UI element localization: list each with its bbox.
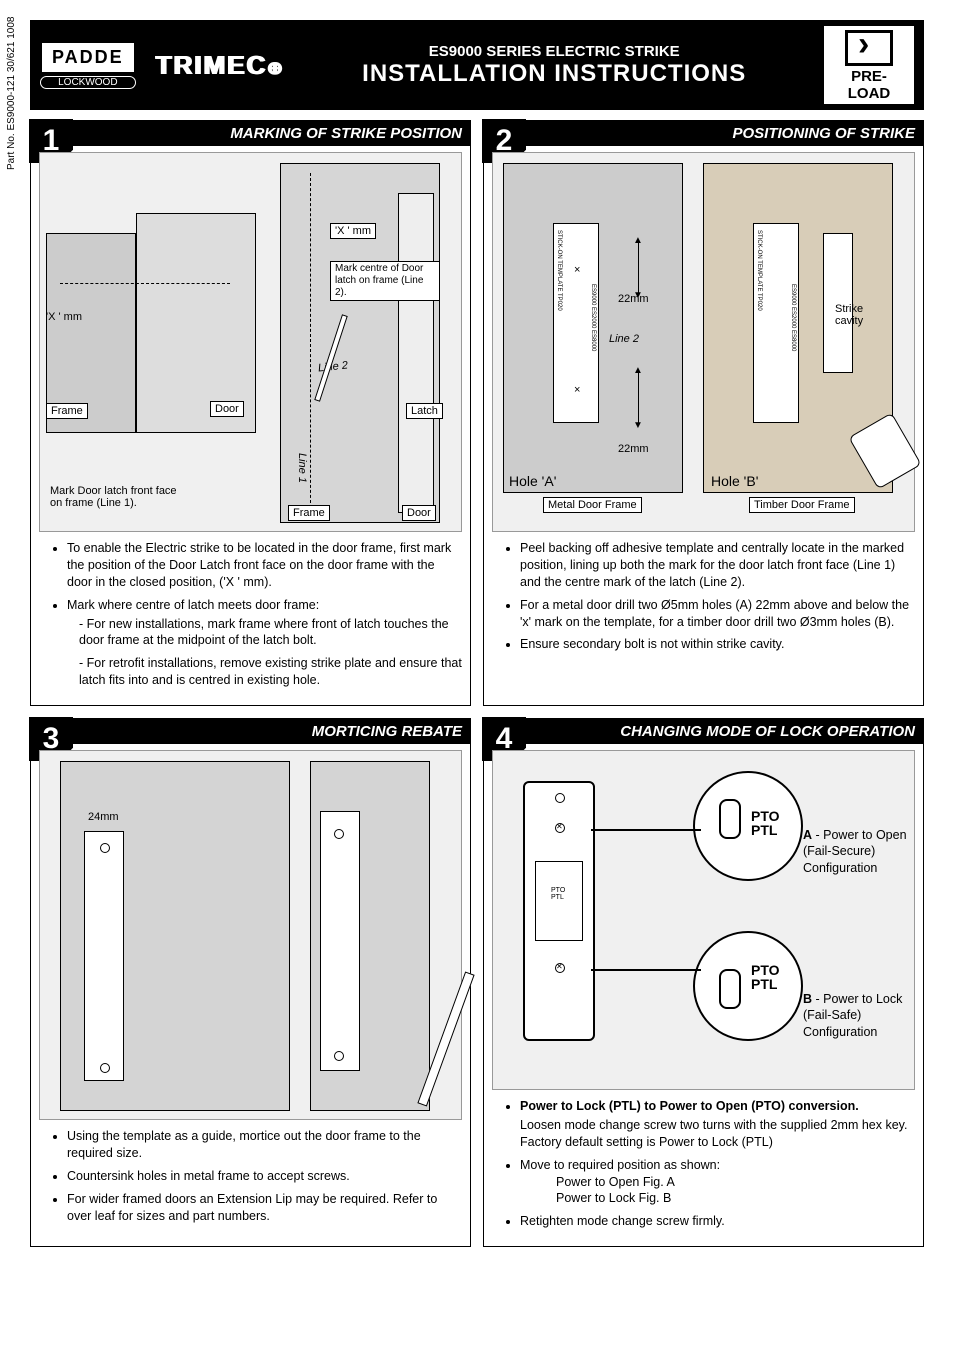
diagram-1: Frame Door 'X ' mm Mark Door latch front… xyxy=(39,152,462,532)
panel-2-title: POSITIONING OF STRIKE xyxy=(484,121,923,146)
panel-4: CHANGING MODE OF LOCK OPERATION 4 PTOPTL… xyxy=(483,718,924,1247)
panel-4-title: CHANGING MODE OF LOCK OPERATION xyxy=(484,719,923,744)
preload-icon xyxy=(845,30,893,66)
panel-3: MORTICING REBATE 3 24mm Using the templa… xyxy=(30,718,471,1247)
title-line1: ES9000 SERIES ELECTRIC STRIKE xyxy=(284,43,824,60)
panel-1-title: MARKING OF STRIKE POSITION xyxy=(31,121,470,146)
preload-logo: ® PRE-LOAD xyxy=(824,26,914,104)
panel-1: MARKING OF STRIKE POSITION 1 Frame Door … xyxy=(30,120,471,706)
padde-logo: PADDE LOCKWOOD xyxy=(40,41,136,89)
header: PADDE LOCKWOOD TRIMEC⊕ ES9000 SERIES ELE… xyxy=(30,20,924,110)
diagram-3: 24mm xyxy=(39,750,462,1120)
panel-3-title: MORTICING REBATE xyxy=(31,719,470,744)
panel-4-notes: Power to Lock (PTL) to Power to Open (PT… xyxy=(492,1098,915,1230)
diagram-2: STICK-ON TEMPLATE TP020 ES9000 ES2000 ES… xyxy=(492,152,915,532)
part-number: Part No. ES9000-121 30/621 1008 xyxy=(6,17,17,170)
panel-2-notes: Peel backing off adhesive template and c… xyxy=(492,540,915,653)
panel-1-notes: To enable the Electric strike to be loca… xyxy=(39,540,462,689)
trimec-logo: TRIMEC⊕ xyxy=(156,50,285,81)
title-block: ES9000 SERIES ELECTRIC STRIKE INSTALLATI… xyxy=(284,43,824,88)
panel-2: POSITIONING OF STRIKE 2 STICK-ON TEMPLAT… xyxy=(483,120,924,706)
diagram-4: PTOPTL PTOPTL A - Power to Open (Fail-Se… xyxy=(492,750,915,1090)
title-line2: INSTALLATION INSTRUCTIONS xyxy=(284,60,824,88)
panel-3-notes: Using the template as a guide, mortice o… xyxy=(39,1128,462,1224)
